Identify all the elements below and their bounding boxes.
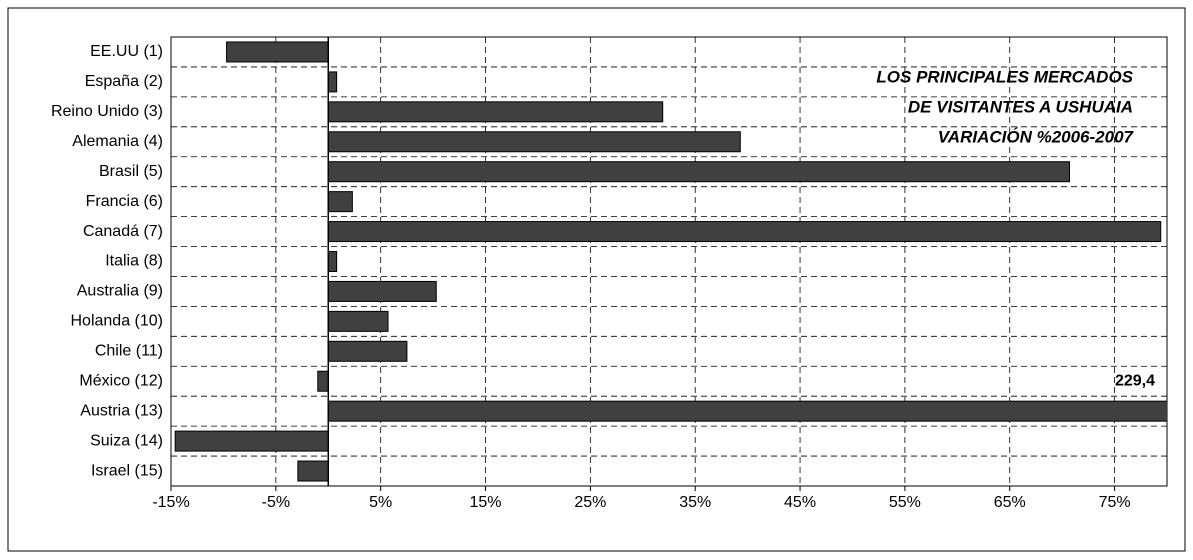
bar — [226, 41, 329, 63]
bar — [327, 71, 338, 93]
y-tick-label: Alemania (4) — [72, 133, 163, 150]
y-tick-label: Francia (6) — [86, 193, 163, 210]
bar — [327, 280, 437, 302]
x-tick-label: 15% — [470, 494, 502, 511]
x-tick-label: 55% — [889, 494, 921, 511]
y-tick-label: Chile (11) — [95, 343, 163, 360]
y-tick-label: Holanda (10) — [71, 313, 164, 330]
y-tick-label: Australia (9) — [77, 283, 163, 300]
bar — [297, 460, 329, 482]
bar — [327, 251, 338, 272]
bar — [174, 430, 329, 452]
bar — [327, 101, 664, 123]
x-tick-label: 45% — [784, 494, 816, 511]
y-tick-label: España (2) — [85, 73, 163, 90]
chart-title: DE VISITANTES A USHUAIA — [908, 97, 1133, 116]
x-tick-label: 5% — [369, 494, 392, 511]
bar — [327, 310, 389, 332]
y-tick-label: México (12) — [79, 372, 163, 389]
x-tick-label: 65% — [994, 494, 1026, 511]
y-tick-label: Canadá (7) — [83, 223, 163, 240]
value-label: 229,4 — [1115, 372, 1155, 389]
x-tick-label: -5% — [262, 494, 290, 511]
bar — [317, 370, 329, 392]
y-tick-label: EE.UU (1) — [90, 43, 163, 60]
x-tick-label: 75% — [1099, 494, 1131, 511]
y-tick-label: Italia (8) — [105, 253, 163, 270]
x-tick-label: 35% — [679, 494, 711, 511]
bar — [327, 131, 741, 153]
bars — [174, 41, 1167, 482]
chart-title: VARIACIÓN %2006-2007 — [938, 127, 1135, 146]
x-tick-label: -15% — [152, 494, 189, 511]
y-tick-label: Reino Unido (3) — [51, 103, 163, 120]
bar — [327, 191, 353, 213]
y-tick-label: Austria (13) — [80, 402, 163, 419]
y-tick-label: Suiza (14) — [90, 432, 163, 449]
y-tick-label: Brasil (5) — [99, 163, 163, 180]
bar — [327, 221, 1162, 243]
bar — [327, 161, 1070, 183]
bar — [327, 340, 408, 362]
bar — [327, 400, 1167, 422]
chart-title: LOS PRINCIPALES MERCADOS — [876, 67, 1133, 86]
x-tick-label: 25% — [574, 494, 606, 511]
y-tick-label: Israel (15) — [91, 462, 163, 479]
